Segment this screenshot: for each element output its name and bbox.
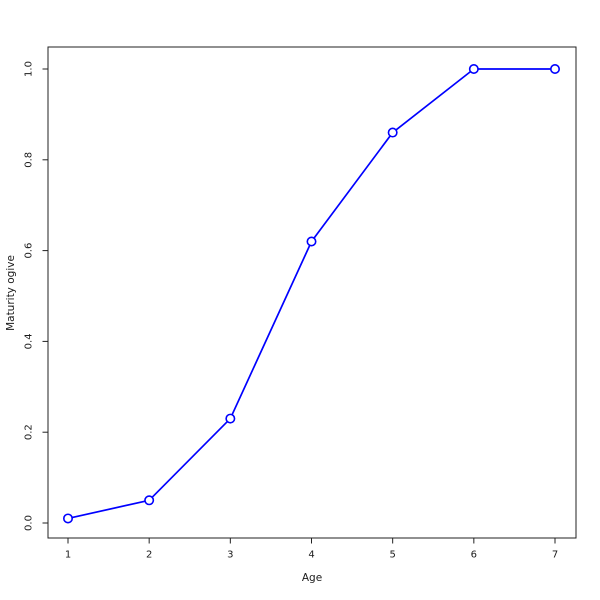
plot-box xyxy=(47,46,577,539)
x-tick-label: 5 xyxy=(389,550,395,561)
data-point-marker xyxy=(387,127,398,138)
data-point-marker xyxy=(468,64,479,75)
y-tick-label: 0.2 xyxy=(24,424,35,440)
data-point-marker xyxy=(144,495,155,506)
x-tick-label: 7 xyxy=(552,550,558,561)
x-tick-label: 2 xyxy=(146,550,152,561)
x-tick-label: 6 xyxy=(471,550,477,561)
y-tick-label: 0.8 xyxy=(24,152,35,168)
y-tick-label: 1.0 xyxy=(24,61,35,77)
data-point-marker xyxy=(225,413,236,424)
data-point-marker xyxy=(62,513,73,524)
x-tick-label: 3 xyxy=(227,550,233,561)
y-tick-label: 0.6 xyxy=(24,243,35,259)
series-line xyxy=(67,68,555,520)
y-axis-title: Maturity ogive xyxy=(5,255,17,331)
y-tick-label: 0.0 xyxy=(24,515,35,531)
x-tick-label: 1 xyxy=(65,550,71,561)
data-point-marker xyxy=(306,236,317,247)
x-tick-label: 4 xyxy=(308,550,314,561)
y-tick-label: 0.4 xyxy=(24,333,35,349)
data-point-marker xyxy=(549,64,560,75)
x-axis-title: Age xyxy=(301,572,323,584)
